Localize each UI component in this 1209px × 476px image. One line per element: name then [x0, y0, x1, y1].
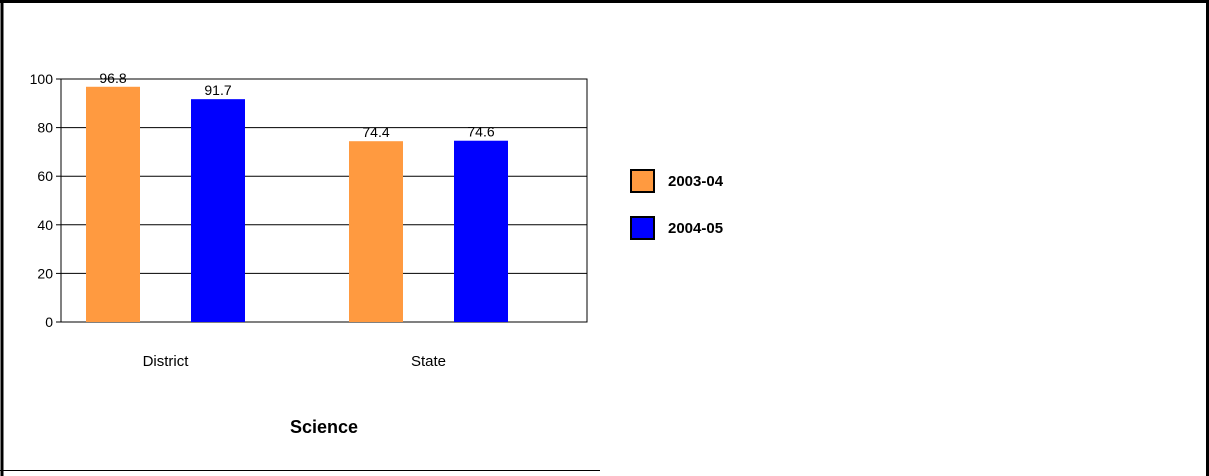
legend-label: 2004-05	[668, 220, 723, 237]
legend-swatch-2004-05	[630, 216, 655, 240]
data-label: 96.8	[99, 70, 126, 86]
bar-district-2004-05	[191, 99, 245, 322]
data-label: 74.4	[362, 124, 389, 140]
y-tick-label: 40	[37, 217, 53, 233]
legend: 2003-04 2004-05	[630, 169, 724, 240]
plot-area: 0 20 40 60 80 100 96.8 91.7 District 74.4 74.6 Stat…	[30, 70, 588, 437]
y-tick-label: 80	[37, 120, 53, 136]
y-tick-label: 20	[37, 265, 53, 281]
x-category-label: District	[143, 353, 190, 370]
x-category-label: State	[411, 353, 446, 370]
y-tick-label: 100	[30, 71, 54, 87]
bar-state-2003-04	[349, 141, 403, 322]
plot-border	[60, 78, 588, 323]
chart-title: Science	[290, 417, 358, 437]
bar-state-2004-05	[454, 140, 508, 322]
y-tick-label: 0	[45, 314, 53, 330]
data-label: 74.6	[467, 124, 494, 140]
y-tick-label: 60	[37, 168, 53, 184]
data-label: 91.7	[204, 82, 231, 98]
legend-label: 2003-04	[668, 173, 724, 190]
legend-swatch-2003-04	[630, 169, 655, 193]
bar-district-2003-04	[86, 86, 140, 322]
